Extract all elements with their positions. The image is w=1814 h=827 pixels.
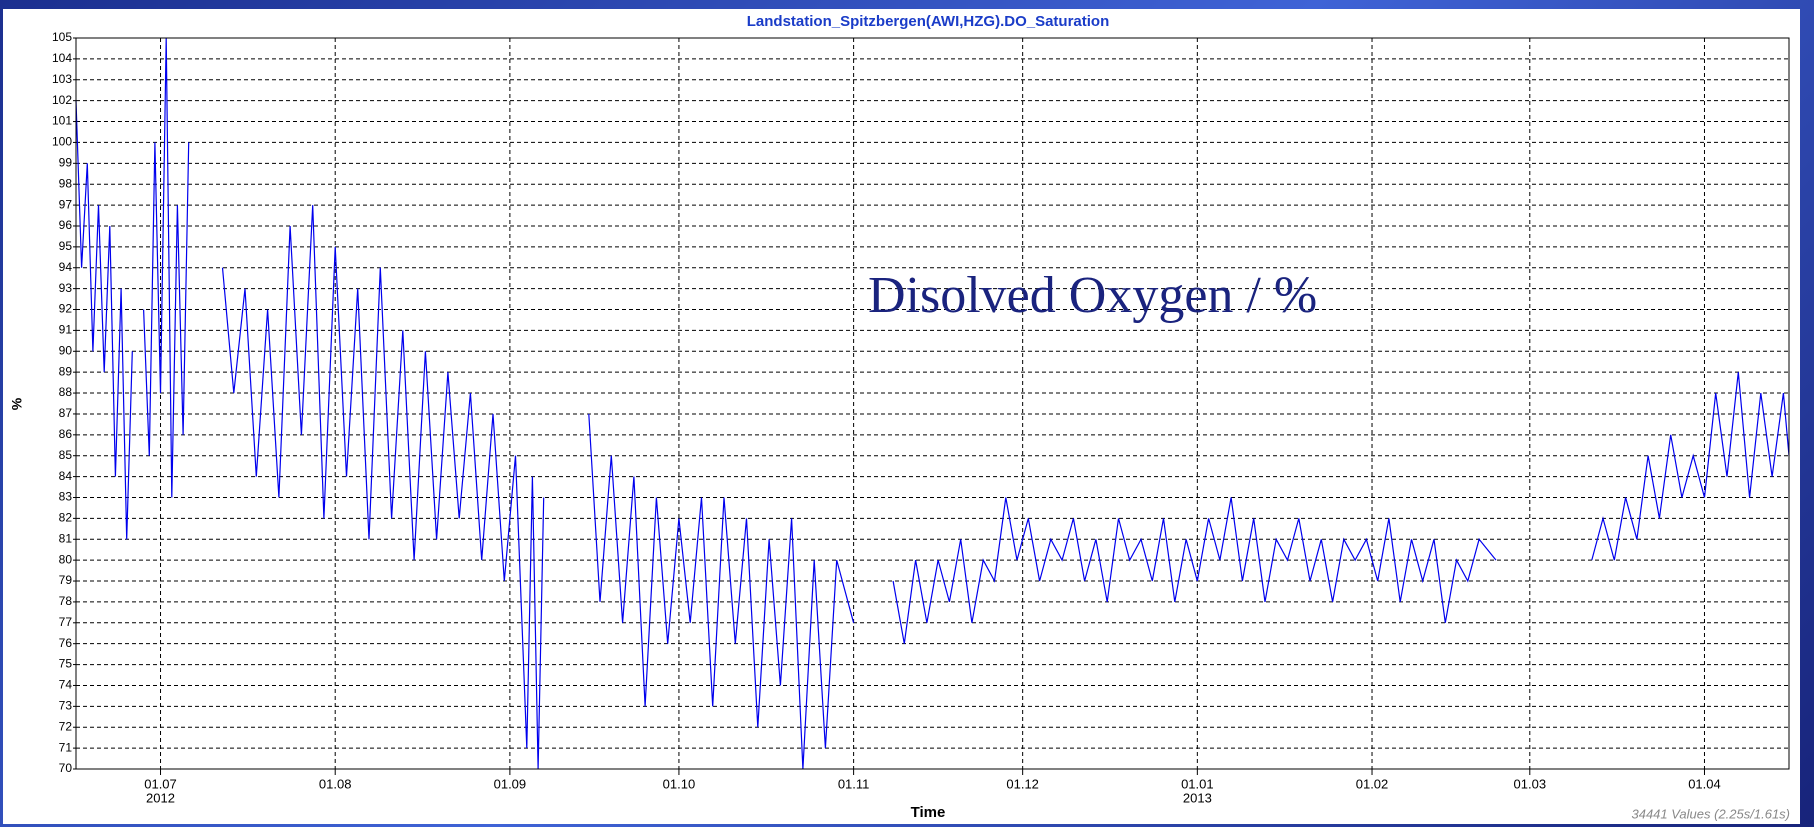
y-tick-label: 104	[52, 51, 72, 65]
y-tick-label: 102	[52, 93, 72, 107]
y-tick-label: 81	[59, 531, 73, 545]
panel	[3, 9, 1800, 824]
y-tick-label: 91	[59, 323, 73, 337]
y-tick-label: 88	[59, 385, 73, 399]
x-tick-label: 01.07	[144, 776, 177, 791]
y-tick-label: 83	[59, 490, 73, 504]
y-tick-label: 89	[59, 364, 73, 378]
x-tick-label: 01.04	[1688, 776, 1721, 791]
y-tick-label: 77	[59, 615, 73, 629]
y-tick-label: 72	[59, 719, 73, 733]
y-tick-label: 96	[59, 218, 73, 232]
x-tick-label: 01.03	[1514, 776, 1547, 791]
y-tick-label: 100	[52, 135, 72, 149]
y-tick-label: 92	[59, 302, 73, 316]
y-tick-label: 95	[59, 239, 73, 253]
y-tick-label: 103	[52, 72, 72, 86]
y-tick-label: 99	[59, 155, 73, 169]
y-tick-label: 71	[59, 740, 73, 754]
x-year-label: 2013	[1183, 790, 1212, 805]
y-axis-label: %	[9, 397, 25, 410]
y-tick-label: 101	[52, 114, 72, 128]
x-tick-label: 01.09	[494, 776, 527, 791]
y-tick-label: 76	[59, 636, 73, 650]
y-tick-label: 93	[59, 281, 73, 295]
y-tick-label: 80	[59, 552, 73, 566]
y-tick-label: 85	[59, 448, 73, 462]
y-tick-label: 82	[59, 511, 73, 525]
plot-frame	[75, 37, 1790, 770]
y-tick-label: 105	[52, 30, 72, 44]
y-tick-label: 78	[59, 594, 73, 608]
x-year-label: 2012	[146, 790, 175, 805]
x-tick-label: 01.02	[1356, 776, 1389, 791]
x-tick-label: 01.01	[1181, 776, 1214, 791]
y-tick-label: 90	[59, 343, 73, 357]
y-tick-label: 97	[59, 197, 73, 211]
y-tick-label: 87	[59, 406, 73, 420]
y-tick-label: 84	[59, 469, 73, 483]
y-tick-label: 73	[59, 699, 73, 713]
x-axis-label: Time	[911, 804, 946, 821]
x-tick-label: 01.08	[319, 776, 352, 791]
y-tick-label: 79	[59, 573, 73, 587]
x-tick-label: 01.11	[838, 776, 870, 791]
annotation: Disolved Oxygen / %	[868, 267, 1317, 324]
x-tick-label: 01.10	[663, 776, 696, 791]
y-tick-label: 94	[59, 260, 73, 274]
y-tick-label: 74	[59, 678, 73, 692]
x-tick-label: 01.12	[1006, 776, 1039, 791]
chart-title: Landstation_Spitzbergen(AWI,HZG).DO_Satu…	[747, 13, 1110, 30]
y-tick-label: 75	[59, 657, 73, 671]
y-tick-label: 86	[59, 427, 73, 441]
y-tick-label: 98	[59, 176, 73, 190]
footer-note: 34441 Values (2.25s/1.61s)	[1631, 806, 1790, 821]
y-tick-label: 70	[59, 761, 73, 775]
